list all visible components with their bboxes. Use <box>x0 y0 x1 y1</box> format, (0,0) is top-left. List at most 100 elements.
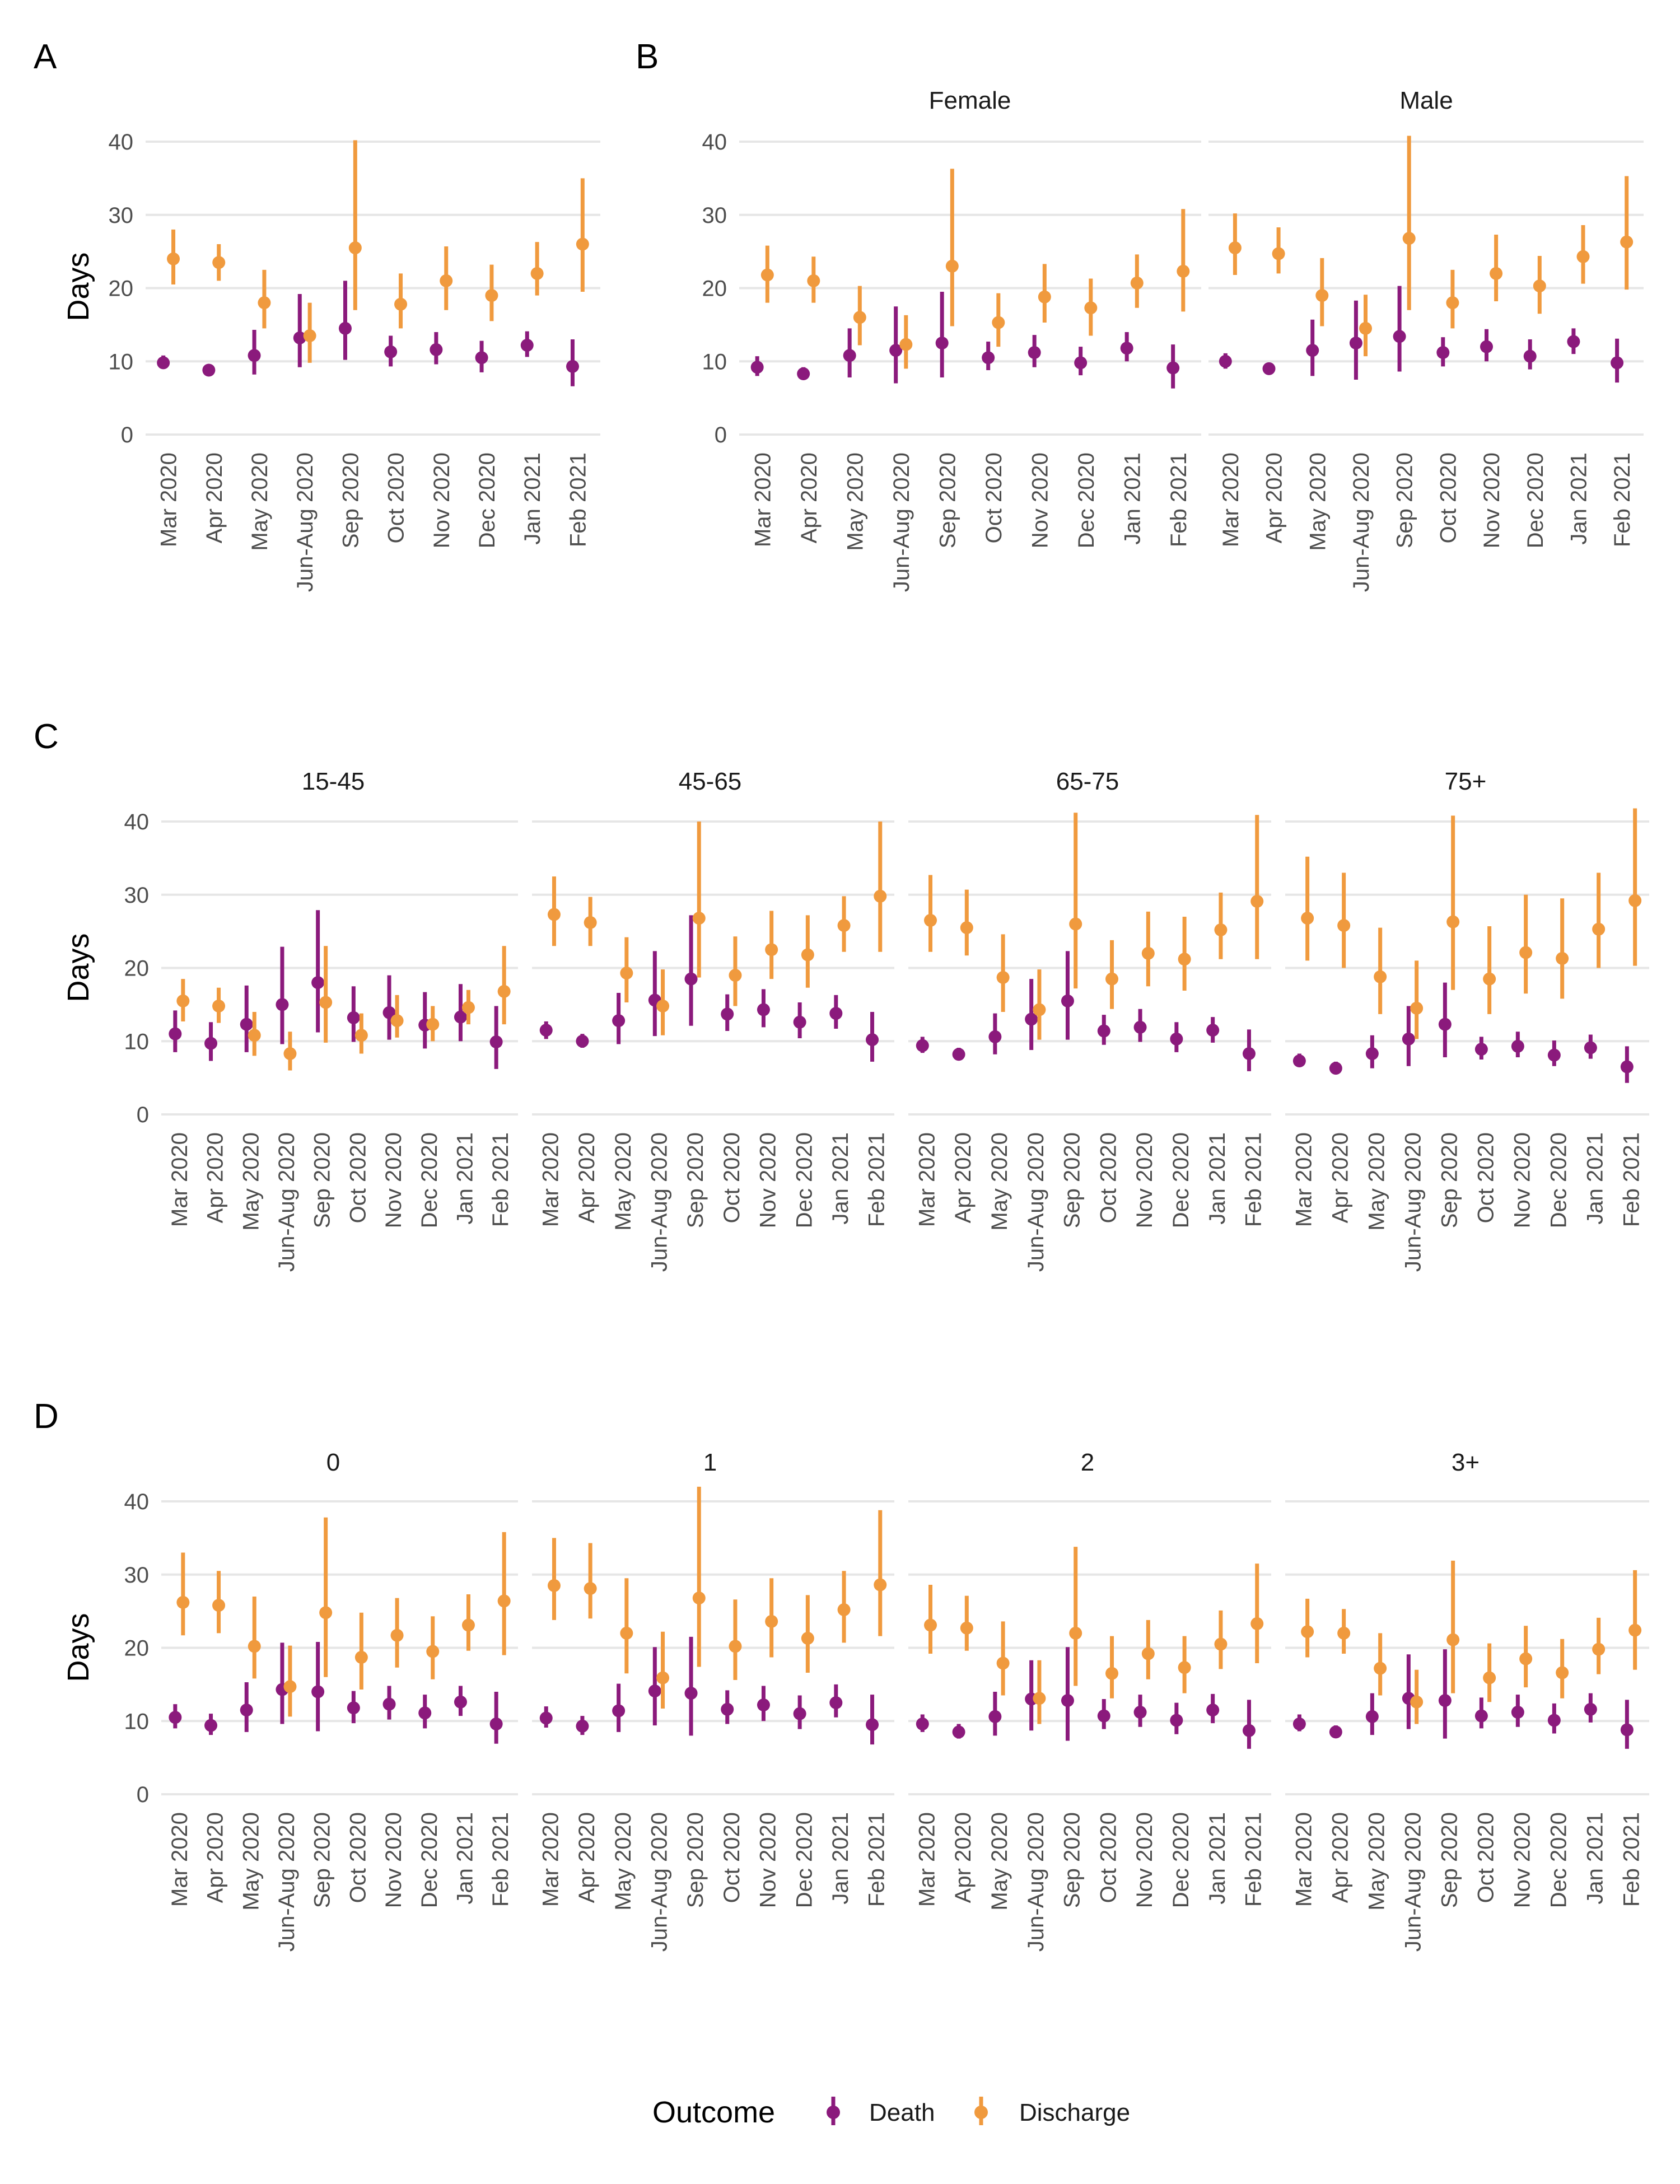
x-tick-label-may-2020: May 2020 <box>987 1812 1012 1911</box>
x-tick-label-jan-2021: Jan 2021 <box>828 1812 853 1905</box>
discharge-point-apr-2020 <box>1272 247 1285 260</box>
death-point-oct-2020 <box>982 351 995 365</box>
death-point-apr-2020 <box>1262 362 1276 375</box>
discharge-point-apr-2020 <box>1337 919 1351 932</box>
death-point-dec-2020 <box>1170 1032 1183 1046</box>
death-point-jan-2021 <box>1206 1024 1220 1037</box>
death-point-feb-2021 <box>489 1035 503 1049</box>
x-tick-label-mar-2020: Mar 2020 <box>167 1812 192 1907</box>
x-tick-label-may-2020: May 2020 <box>239 1132 263 1231</box>
death-point-apr-2020 <box>952 1725 965 1739</box>
death-point-nov-2020 <box>1511 1706 1524 1719</box>
discharge-point-feb-2021 <box>1620 235 1634 249</box>
x-tick-label-jan-2021: Jan 2021 <box>452 1132 477 1225</box>
discharge-point-nov-2020 <box>765 1614 778 1628</box>
discharge-point-jun-aug-2020 <box>1410 1695 1424 1709</box>
y-tick-label-40: 40 <box>109 130 134 155</box>
death-point-may-2020 <box>988 1030 1002 1043</box>
x-tick-label-jun-aug-2020: Jun-Aug 2020 <box>1024 1132 1048 1272</box>
x-tick-label-apr-2020: Apr 2020 <box>203 1812 228 1903</box>
y-tick-label-0: 0 <box>137 1782 149 1807</box>
death-point-nov-2020 <box>1511 1039 1524 1053</box>
x-tick-label-sep-2020: Sep 2020 <box>1438 1132 1462 1228</box>
discharge-point-mar-2020 <box>924 1618 937 1632</box>
x-tick-label-mar-2020: Mar 2020 <box>914 1132 939 1227</box>
x-tick-label-dec-2020: Dec 2020 <box>1169 1812 1193 1908</box>
discharge-point-may-2020 <box>620 967 633 980</box>
death-point-sep-2020 <box>1061 994 1074 1007</box>
x-tick-label-mar-2020: Mar 2020 <box>750 452 775 547</box>
death-point-nov-2020 <box>1133 1020 1147 1034</box>
death-point-apr-2020 <box>576 1719 589 1733</box>
x-tick-label-may-2020: May 2020 <box>1365 1812 1389 1911</box>
discharge-point-apr-2020 <box>807 274 820 287</box>
death-point-apr-2020 <box>1329 1062 1342 1075</box>
x-tick-label-dec-2020: Dec 2020 <box>1523 452 1548 548</box>
discharge-point-oct-2020 <box>1105 972 1119 986</box>
y-tick-label-20: 20 <box>124 956 150 981</box>
y-tick-label-20: 20 <box>109 277 134 301</box>
y-tick-label-40: 40 <box>702 130 727 155</box>
discharge-point-apr-2020 <box>584 916 597 929</box>
x-tick-label-sep-2020: Sep 2020 <box>338 452 363 548</box>
discharge-point-may-2020 <box>1374 970 1387 983</box>
facet-0: 0 10 20 30 40 Mar 2020 Apr 2020 May 2020 Jun-Aug… <box>124 1490 518 1952</box>
x-tick-label-mar-2020: Mar 2020 <box>167 1132 192 1227</box>
death-point-sep-2020 <box>311 1685 325 1698</box>
x-tick-label-jun-aug-2020: Jun-Aug 2020 <box>647 1812 671 1952</box>
death-point-mar-2020 <box>1219 354 1232 368</box>
death-point-apr-2020 <box>204 1037 218 1050</box>
death-point-apr-2020 <box>576 1034 589 1048</box>
death-point-jun-aug-2020 <box>276 998 289 1011</box>
panel-letter-c: C <box>34 717 59 756</box>
x-tick-label-jun-aug-2020: Jun-Aug 2020 <box>1401 1132 1426 1272</box>
x-tick-label-jan-2021: Jan 2021 <box>1205 1132 1230 1225</box>
x-tick-label-sep-2020: Sep 2020 <box>310 1812 335 1908</box>
x-tick-label-jan-2021: Jan 2021 <box>452 1812 477 1905</box>
x-tick-label-oct-2020: Oct 2020 <box>1096 1812 1121 1903</box>
strip-label-2: 2 <box>1081 1449 1094 1476</box>
death-point-jun-aug-2020 <box>889 344 903 357</box>
death-point-mar-2020 <box>539 1711 553 1725</box>
discharge-point-sep-2020 <box>1402 232 1416 245</box>
x-tick-label-oct-2020: Oct 2020 <box>1474 1812 1499 1903</box>
x-tick-label-jun-aug-2020: Jun-Aug 2020 <box>274 1812 299 1952</box>
death-point-jun-aug-2020 <box>293 331 306 344</box>
x-tick-label-sep-2020: Sep 2020 <box>1060 1812 1085 1908</box>
discharge-point-dec-2020 <box>426 1645 440 1658</box>
legend-item-death: Death <box>827 2097 935 2126</box>
discharge-point-feb-2021 <box>1628 894 1642 907</box>
discharge-point-feb-2021 <box>497 1594 511 1608</box>
legend-title: Outcome <box>652 2096 775 2129</box>
death-point-may-2020 <box>1365 1047 1379 1060</box>
death-point-jan-2021 <box>1206 1704 1220 1717</box>
death-point-dec-2020 <box>793 1015 806 1029</box>
x-tick-label-nov-2020: Nov 2020 <box>1480 452 1504 548</box>
discharge-point-oct-2020 <box>992 316 1005 329</box>
death-point-oct-2020 <box>384 345 398 358</box>
death-point-oct-2020 <box>347 1701 360 1715</box>
x-tick-label-nov-2020: Nov 2020 <box>381 1132 406 1228</box>
discharge-point-sep-2020 <box>1069 1626 1082 1640</box>
discharge-point-sep-2020 <box>945 259 959 273</box>
discharge-point-oct-2020 <box>354 1650 368 1664</box>
death-point-feb-2021 <box>489 1717 503 1730</box>
death-point-feb-2021 <box>1242 1047 1256 1060</box>
death-point-mar-2020 <box>916 1039 929 1052</box>
x-tick-label-jun-aug-2020: Jun-Aug 2020 <box>647 1132 671 1272</box>
discharge-point-oct-2020 <box>1483 972 1496 986</box>
x-tick-label-sep-2020: Sep 2020 <box>935 452 960 548</box>
x-tick-label-feb-2021: Feb 2021 <box>488 1812 513 1907</box>
x-tick-label-jun-aug-2020: Jun-Aug 2020 <box>1401 1812 1426 1952</box>
x-tick-label-mar-2020: Mar 2020 <box>1292 1812 1317 1907</box>
x-tick-label-may-2020: May 2020 <box>1305 452 1330 551</box>
death-point-mar-2020 <box>157 356 170 370</box>
death-point-may-2020 <box>240 1704 253 1717</box>
death-point-jun-aug-2020 <box>1349 337 1362 350</box>
death-point-jan-2021 <box>1120 342 1133 355</box>
death-point-nov-2020 <box>1480 340 1494 353</box>
x-tick-label-nov-2020: Nov 2020 <box>1028 452 1052 548</box>
x-tick-label-oct-2020: Oct 2020 <box>384 452 409 543</box>
discharge-point-feb-2021 <box>1628 1623 1642 1637</box>
